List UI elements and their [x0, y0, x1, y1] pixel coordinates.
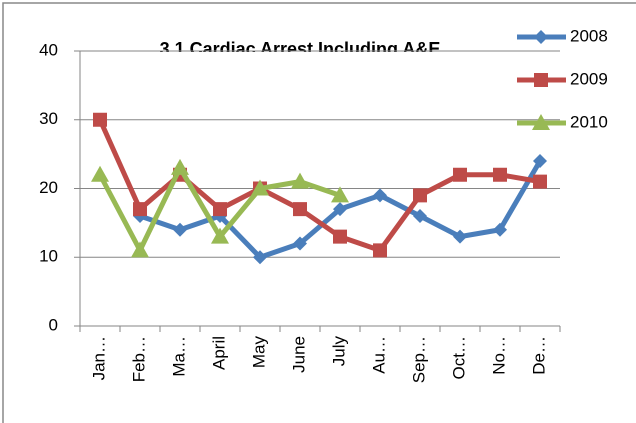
- marker: [413, 209, 427, 223]
- marker: [453, 167, 467, 182]
- marker: [133, 202, 147, 217]
- marker: [211, 227, 229, 244]
- x-tick-label: May: [249, 336, 268, 369]
- x-tick-label: Ma…: [169, 336, 188, 377]
- marker: [293, 202, 307, 217]
- x-tick-label: July: [329, 336, 348, 367]
- marker: [293, 236, 307, 251]
- x-tick-label: Au…: [369, 336, 388, 374]
- y-tick-label: 30: [39, 109, 58, 128]
- marker: [331, 186, 349, 203]
- marker: [493, 167, 507, 182]
- marker: [213, 202, 227, 217]
- legend-label: 2010: [570, 112, 608, 131]
- x-tick-label: No…: [489, 336, 508, 375]
- y-tick-label: 40: [39, 40, 58, 59]
- marker: [373, 243, 387, 258]
- marker: [333, 229, 347, 244]
- x-tick-label: April: [209, 336, 228, 370]
- marker: [291, 172, 309, 189]
- y-tick-label: 0: [49, 315, 58, 334]
- marker: [534, 73, 548, 87]
- marker: [413, 188, 427, 203]
- y-tick-label: 10: [39, 247, 58, 266]
- legend-label: 2008: [570, 26, 608, 45]
- marker: [532, 114, 550, 130]
- marker: [253, 250, 267, 265]
- marker: [533, 174, 547, 189]
- x-tick-label: Jan…: [89, 336, 108, 380]
- marker: [533, 154, 547, 168]
- marker: [131, 241, 149, 258]
- x-tick-label: Feb…: [129, 336, 148, 382]
- x-tick-label: Oct…: [449, 336, 468, 379]
- marker: [453, 229, 467, 244]
- marker: [171, 158, 189, 175]
- marker: [91, 165, 109, 182]
- legend-label: 2009: [570, 69, 608, 88]
- y-tick-label: 20: [39, 178, 58, 197]
- x-tick-label: De…: [529, 336, 548, 375]
- marker: [534, 30, 548, 44]
- x-tick-label: Sep…: [409, 336, 428, 383]
- marker: [373, 188, 387, 203]
- marker: [333, 202, 347, 217]
- marker: [493, 222, 507, 237]
- marker: [251, 179, 269, 196]
- marker: [173, 222, 187, 237]
- marker: [93, 112, 107, 127]
- x-tick-label: June: [289, 336, 308, 373]
